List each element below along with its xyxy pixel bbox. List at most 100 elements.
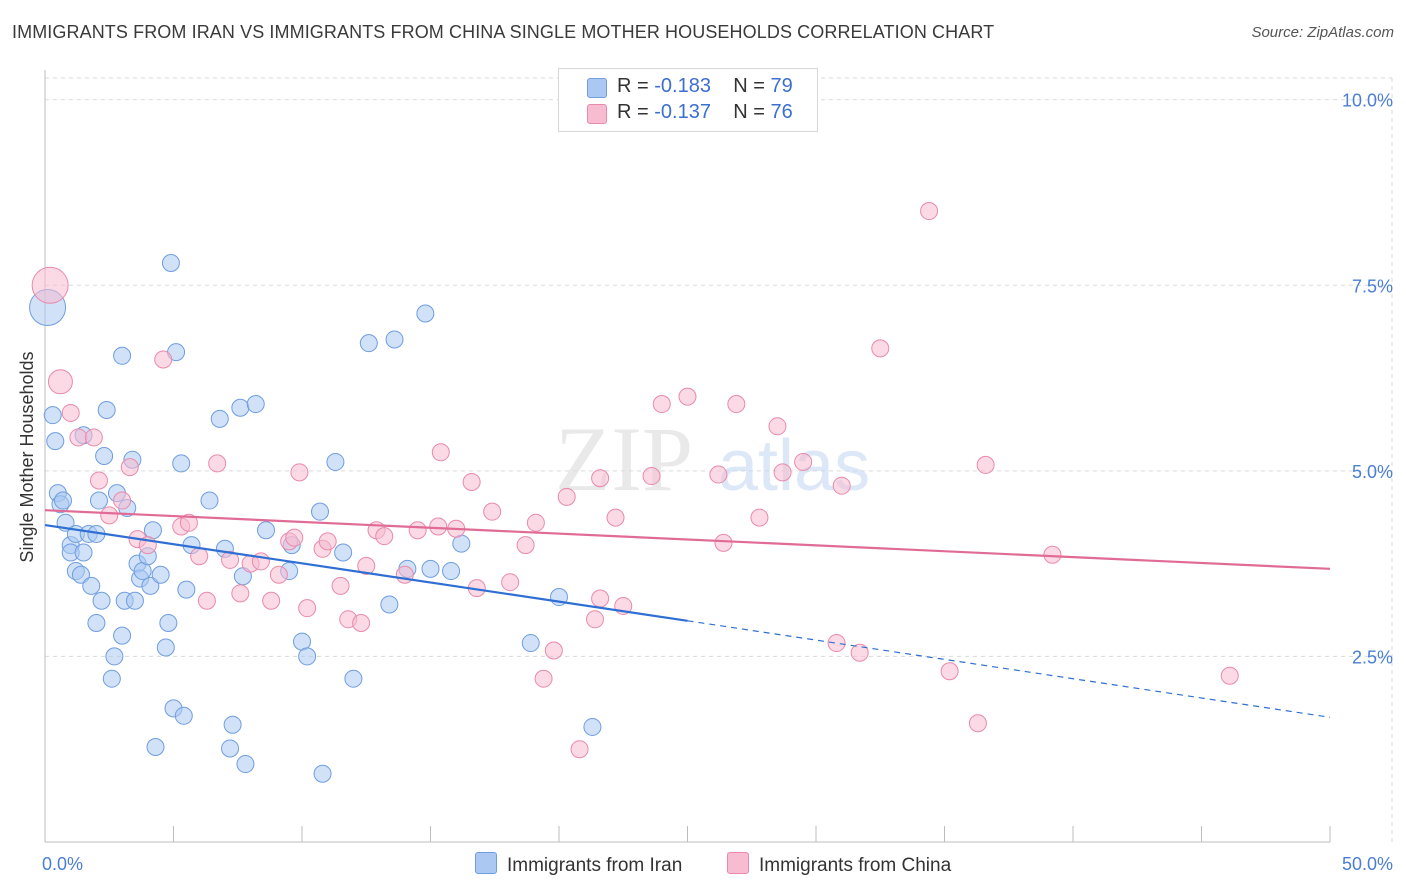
china-point [357,556,376,575]
x-tick-label: 0.0% [42,854,83,874]
china-point [262,591,281,610]
china-point [208,454,227,473]
x-tick-label: 50.0% [1342,854,1393,874]
iran-point [298,647,317,666]
china-trend-line [44,509,1331,570]
china-point [709,465,728,484]
china-point [197,591,216,610]
iran-point [221,739,240,758]
china-point [976,455,995,474]
iran-point [43,406,62,425]
china-point [750,508,769,527]
china-point [557,487,576,506]
china-point [89,471,108,490]
source-label: Source: ZipAtlas.com [1251,24,1394,41]
iran-point [159,614,178,633]
china-swatch [587,104,607,124]
china-point [516,536,535,555]
watermark: ZIP atlas [555,408,870,510]
china-point [231,584,250,603]
china-point [678,387,697,406]
china-legend-label: Immigrants from China [759,855,952,876]
y-axis-label: Single Mother Households [17,351,37,562]
china-point [483,502,502,521]
china-point [190,547,209,566]
iran-point [141,576,160,595]
iran-point [421,559,440,578]
china-point [221,550,240,569]
iran-point [105,647,124,666]
iran-trend-extension [687,620,1331,718]
china-point [290,463,309,482]
chart-title: IMMIGRANTS FROM IRAN VS IMMIGRANTS FROM … [12,22,995,42]
china-point [462,472,481,491]
y-tick-label: 7.5% [1352,276,1393,296]
iran-point [87,614,106,633]
china-point [408,521,427,540]
iran-point [151,565,170,584]
china-point [570,740,589,759]
bottom-legend-china: Immigrants from China [727,852,951,877]
iran-point [113,626,132,645]
china-point [120,458,139,477]
iran-legend-swatch [475,852,497,874]
china-point [940,662,959,681]
china-point [154,350,173,369]
china-point [331,576,350,595]
china-point [179,513,198,532]
china-point [84,428,103,447]
iran-point [326,452,345,471]
iran-point [223,715,242,734]
china-point [534,669,553,688]
iran-point [113,346,132,365]
china-point [501,573,520,592]
china-point [591,469,610,488]
china-point [526,513,545,532]
china-point [827,634,846,653]
iran-point [385,330,404,349]
y-tick-label: 5.0% [1352,462,1393,482]
iran-point [442,562,461,581]
china-point [31,266,69,304]
china-point [832,476,851,495]
iran-point [53,491,72,510]
china-point [47,369,73,395]
china-point [113,491,132,510]
china-point [591,589,610,608]
china-point [285,528,304,547]
china-point [920,202,939,221]
iran-point [344,669,363,688]
iran-point [380,595,399,614]
axes [44,70,1331,843]
iran-point [231,398,250,417]
china-point [585,610,604,629]
china-point [714,533,733,552]
iran-point [146,737,165,756]
china-point [606,508,625,527]
iran-point [334,543,353,562]
watermark-atlas: atlas [718,426,870,506]
iran-trend-line [44,523,688,622]
iran-point [95,447,114,465]
iran-point [89,491,108,510]
china-n-value: 76 [770,101,793,123]
stats-legend: R = -0.183 N = 79 R = -0.137 N = 76 [558,68,818,132]
iran-n-value: 79 [770,75,793,97]
iran-point [174,706,193,725]
bottom-legend-iran: Immigrants from Iran [475,852,682,877]
iran-point [310,502,329,521]
iran-r-value: -0.183 [654,75,711,97]
iran-point [200,491,219,510]
china-point [652,395,671,414]
y-tick-label: 10.0% [1342,91,1393,111]
iran-n-label: N = [733,75,771,97]
iran-point [236,755,255,774]
tick-labels: 2.5% 5.0% 7.5% 10.0% 0.0% 50.0% [42,91,1393,874]
iran-r-label: R = [617,75,655,97]
china-point [1220,666,1239,685]
china-point [318,532,337,551]
iran-point [177,580,196,599]
iran-point [246,395,265,414]
china-point [850,643,869,662]
iran-point [97,400,116,419]
